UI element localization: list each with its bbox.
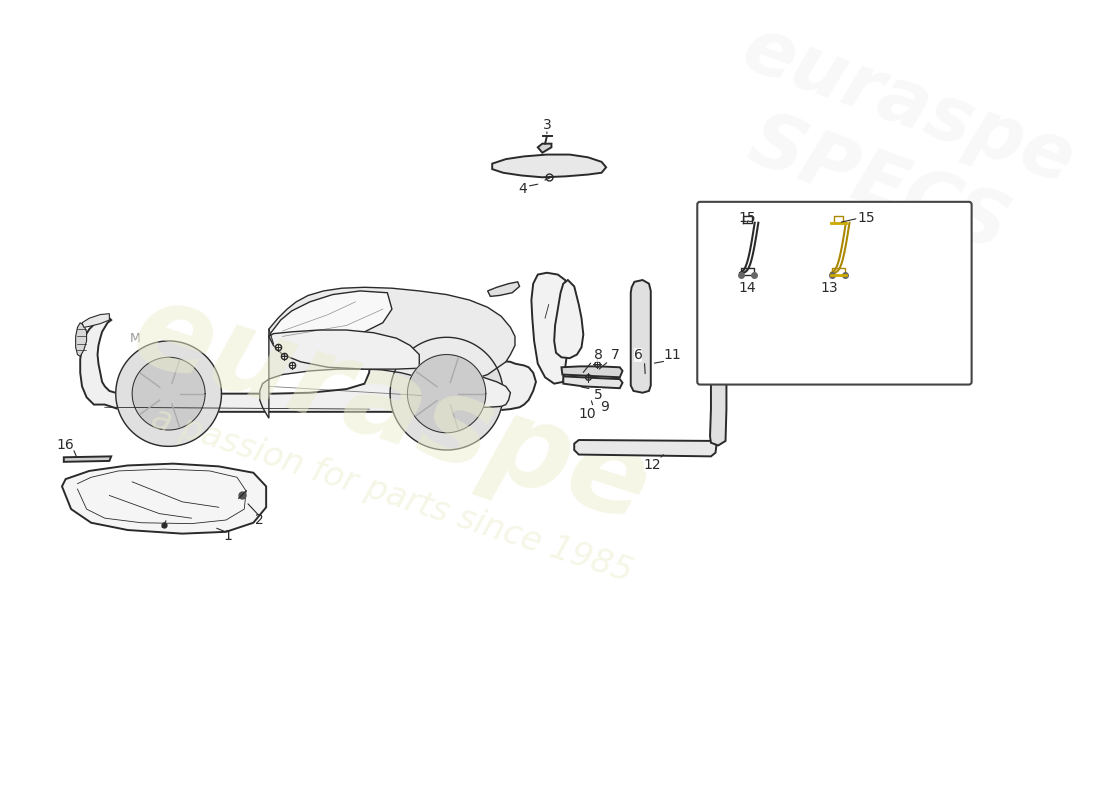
- Polygon shape: [574, 440, 716, 456]
- Polygon shape: [82, 314, 109, 327]
- Polygon shape: [531, 273, 571, 384]
- Text: 1: 1: [223, 530, 232, 543]
- Text: 4: 4: [518, 182, 527, 196]
- Polygon shape: [80, 313, 536, 412]
- Text: euraspe: euraspe: [119, 271, 664, 546]
- Text: 8: 8: [594, 347, 603, 362]
- FancyBboxPatch shape: [697, 202, 971, 385]
- Text: 5: 5: [594, 389, 603, 402]
- Text: 10: 10: [579, 406, 596, 421]
- Polygon shape: [64, 456, 111, 462]
- Text: M: M: [130, 332, 141, 345]
- Text: 11: 11: [663, 347, 682, 362]
- Text: 9: 9: [600, 400, 608, 414]
- Text: 15: 15: [738, 211, 756, 225]
- Text: 14: 14: [738, 281, 756, 295]
- Polygon shape: [710, 322, 726, 446]
- Polygon shape: [390, 338, 503, 450]
- Polygon shape: [492, 154, 606, 178]
- Polygon shape: [563, 376, 623, 388]
- Text: 6: 6: [634, 347, 642, 362]
- Polygon shape: [630, 280, 651, 393]
- Polygon shape: [260, 287, 515, 418]
- Polygon shape: [62, 464, 266, 534]
- Text: 16: 16: [57, 438, 75, 453]
- Text: 2: 2: [255, 513, 264, 527]
- Polygon shape: [268, 330, 419, 369]
- Text: 12: 12: [644, 458, 661, 473]
- Polygon shape: [132, 358, 205, 430]
- Text: 13: 13: [821, 281, 838, 295]
- Polygon shape: [407, 354, 486, 433]
- Text: 7: 7: [610, 347, 619, 362]
- Polygon shape: [561, 366, 623, 378]
- Text: 15: 15: [857, 211, 874, 225]
- Text: 3: 3: [542, 118, 551, 133]
- Polygon shape: [554, 280, 583, 358]
- Polygon shape: [487, 282, 519, 296]
- Polygon shape: [76, 322, 87, 356]
- Polygon shape: [538, 144, 551, 153]
- Polygon shape: [419, 367, 510, 407]
- Polygon shape: [116, 341, 221, 446]
- Text: a passion for parts since 1985: a passion for parts since 1985: [147, 402, 637, 589]
- Polygon shape: [268, 291, 392, 344]
- Text: euraspe
SPECS: euraspe SPECS: [703, 11, 1084, 280]
